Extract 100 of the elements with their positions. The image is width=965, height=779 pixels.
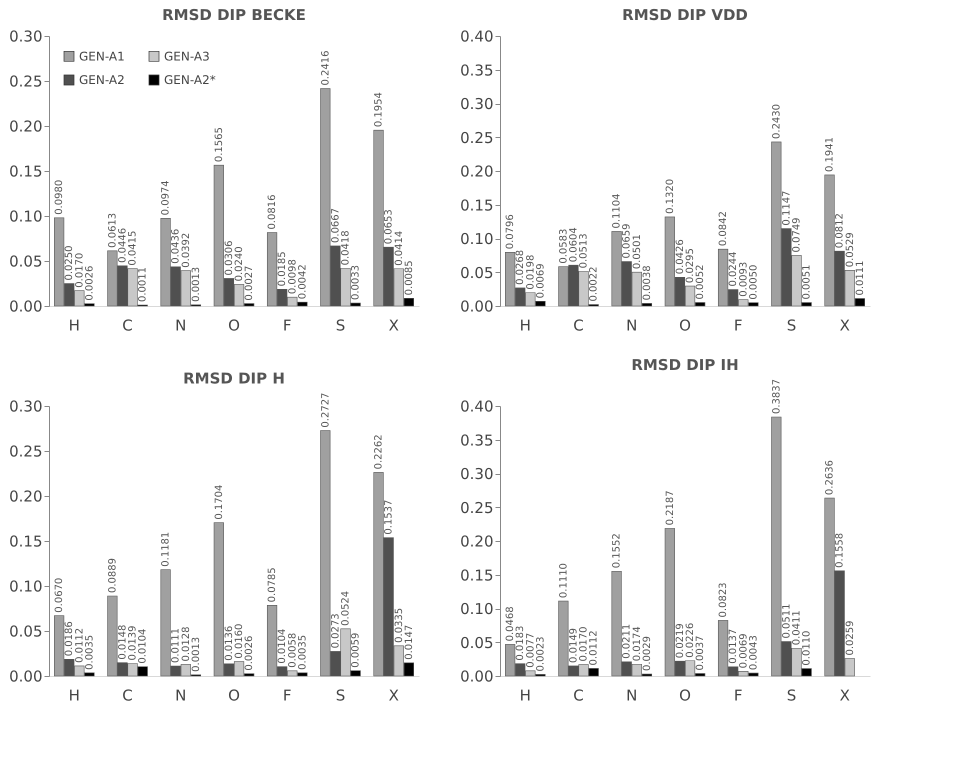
data-label: 0.0436 (170, 228, 182, 264)
data-label: 0.1954 (374, 92, 385, 128)
y-tick-label: 0.15 (460, 196, 494, 214)
data-label: 0.0823 (718, 582, 730, 618)
data-label: 0.1704 (214, 484, 225, 520)
x-tick-label: S (336, 686, 346, 704)
x-tick-label: F (734, 686, 743, 704)
data-label: 0.0035 (84, 634, 96, 670)
data-label: 0.0023 (535, 636, 546, 672)
data-label: 0.2262 (374, 434, 385, 470)
x-tick-label: O (228, 686, 240, 704)
data-label: 0.1147 (781, 190, 792, 226)
x-tick-label: H (520, 316, 531, 334)
data-label: 0.0604 (568, 227, 580, 262)
data-label: 0.0111 (170, 628, 182, 664)
y-tick-label: 0.10 (9, 208, 42, 226)
data-label: 0.0198 (525, 254, 536, 290)
x-tick-label: F (282, 686, 292, 704)
data-label: 0.0211 (622, 624, 633, 659)
data-label: 0.0653 (384, 209, 395, 244)
data-label: 0.0069 (738, 633, 750, 668)
data-label: 0.0170 (578, 626, 590, 662)
x-tick-label: X (840, 316, 850, 334)
y-tick-label: 0.15 (460, 566, 494, 584)
x-tick-label: S (786, 686, 796, 704)
data-label: 0.0058 (287, 632, 298, 668)
legend-label: GEN-A2* (164, 73, 216, 87)
data-label: 0.0110 (802, 630, 813, 666)
data-label: 0.0186 (64, 621, 76, 656)
y-tick-label: 0.30 (9, 398, 42, 416)
data-label: 0.0816 (267, 194, 278, 230)
data-label: 0.0013 (190, 636, 202, 672)
data-label: 0.0796 (505, 214, 516, 250)
data-label: 0.0392 (180, 232, 192, 268)
x-tick-label: N (626, 316, 638, 334)
data-label: 0.0273 (330, 613, 342, 648)
x-tick-label: O (679, 316, 691, 334)
data-label: 0.0011 (138, 267, 149, 302)
data-label: 0.0659 (622, 224, 633, 259)
data-label: 0.2430 (771, 104, 782, 139)
data-label: 0.0501 (632, 234, 643, 270)
data-label: 0.0268 (515, 250, 526, 285)
data-label: 0.0029 (642, 636, 653, 672)
y-tick-label: 0.10 (460, 230, 494, 248)
data-label: 0.1110 (558, 563, 570, 598)
y-tick-label: 0.00 (9, 298, 42, 316)
data-label: 0.0980 (54, 180, 66, 215)
data-label: 0.1537 (384, 500, 395, 535)
y-tick-label: 0.30 (460, 95, 494, 113)
data-label: 0.2727 (320, 392, 332, 428)
x-tick-label: X (388, 686, 399, 704)
data-label: 0.0226 (685, 622, 696, 658)
data-label: 0.0022 (588, 266, 600, 302)
x-tick-label: N (175, 316, 186, 334)
x-tick-label: X (840, 686, 850, 704)
x-tick-label: X (388, 316, 399, 334)
y-tick-label: 0.35 (460, 61, 494, 80)
x-tick-label: N (175, 686, 186, 704)
chart-title: RMSD DIP BECKE (162, 6, 306, 24)
data-label: 0.0414 (394, 230, 405, 266)
data-label: 0.1565 (214, 127, 225, 162)
legend-label: GEN-A2 (79, 73, 125, 87)
data-label: 0.2636 (824, 460, 836, 496)
y-tick-label: 0.20 (460, 532, 494, 550)
data-label: 0.1320 (664, 178, 676, 214)
data-label: 0.0306 (224, 240, 235, 276)
x-tick-label: S (786, 316, 796, 334)
y-tick-label: 0.05 (9, 252, 42, 270)
data-label: 0.0035 (297, 634, 308, 670)
data-label: 0.0446 (117, 228, 128, 263)
data-label: 0.0013 (190, 266, 202, 302)
data-label: 0.0077 (525, 632, 536, 668)
data-label: 0.0026 (84, 266, 96, 301)
x-tick-label: S (336, 316, 346, 334)
data-label: 0.0244 (728, 252, 740, 287)
data-label: 0.0974 (160, 180, 172, 216)
data-label: 0.0038 (642, 265, 653, 300)
y-tick-label: 0.25 (9, 442, 42, 460)
chart-title: RMSD DIP IH (631, 356, 739, 374)
data-label: 0.0785 (267, 567, 278, 602)
data-label: 0.0295 (685, 248, 696, 284)
x-tick-label: N (626, 686, 638, 704)
y-tick-label: 0.05 (9, 622, 42, 640)
data-label: 0.0111 (854, 260, 866, 296)
data-label: 0.1181 (160, 532, 172, 567)
legend-label: GEN-A3 (164, 49, 210, 64)
data-label: 0.0051 (802, 264, 813, 300)
data-label: 0.0112 (588, 630, 600, 666)
data-label: 0.1104 (612, 193, 623, 228)
data-label: 0.0148 (117, 624, 128, 660)
data-label: 0.0139 (128, 625, 139, 660)
x-tick-label: C (122, 686, 133, 704)
x-tick-label: C (573, 316, 584, 334)
data-label: 0.0513 (578, 233, 590, 268)
x-tick-label: O (228, 316, 240, 334)
data-label: 0.0147 (404, 624, 415, 660)
data-label: 0.0335 (394, 608, 405, 643)
data-label: 0.0219 (674, 623, 686, 658)
data-label: 0.0043 (748, 635, 760, 670)
data-label: 0.0052 (695, 264, 706, 300)
